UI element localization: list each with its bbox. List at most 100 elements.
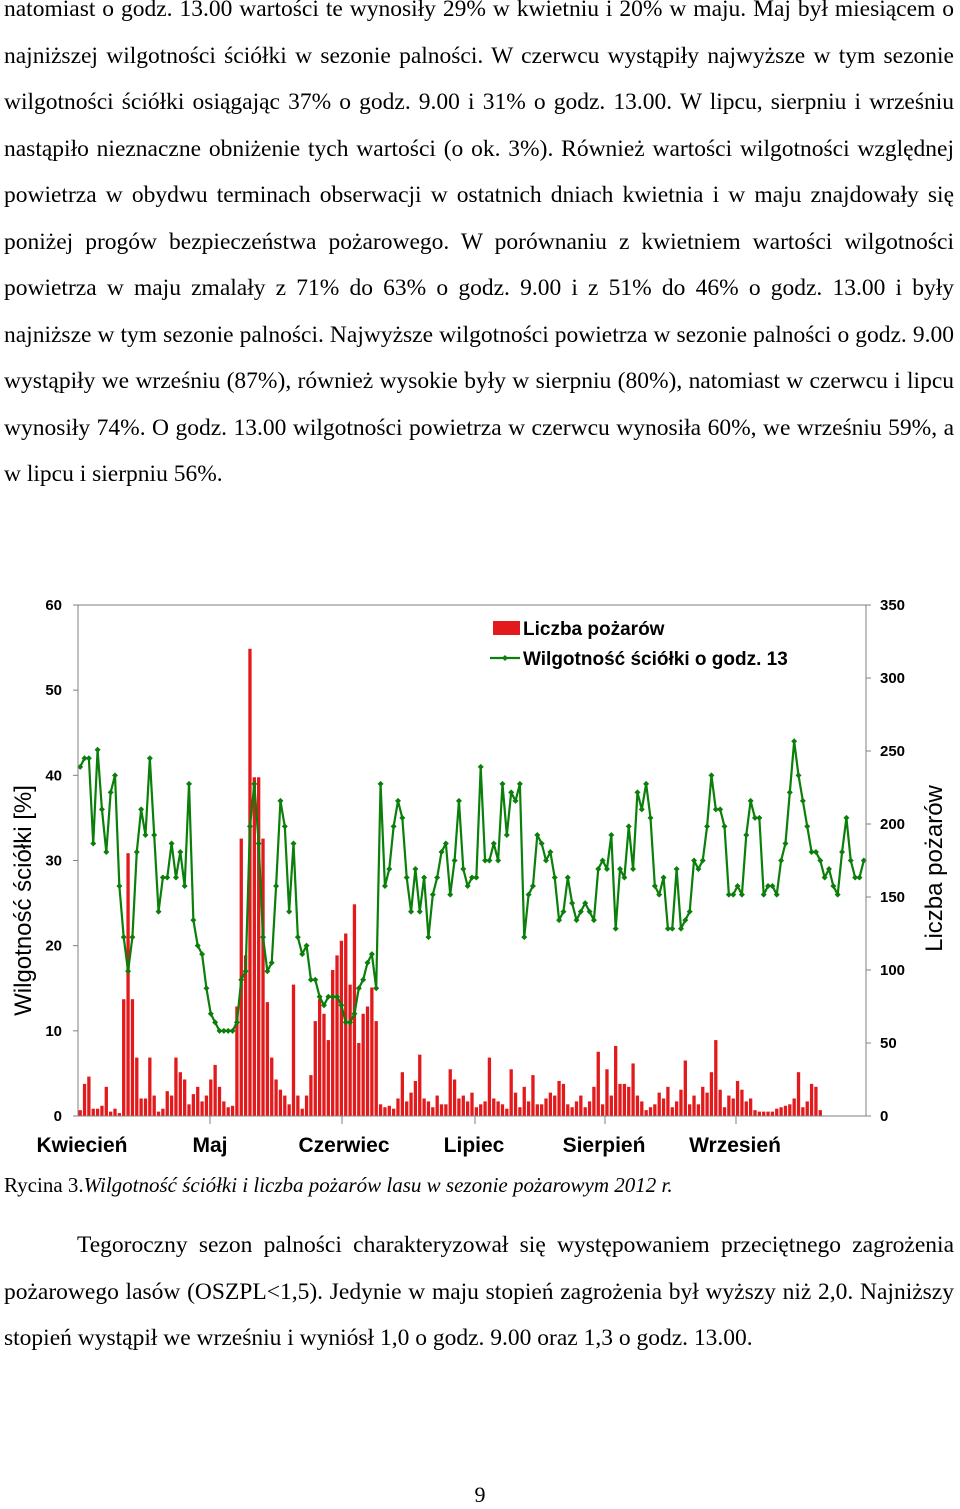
line-point [90, 840, 97, 847]
line-point [125, 968, 132, 975]
bar [496, 1101, 500, 1116]
line-point [355, 985, 362, 992]
bar [361, 1013, 365, 1116]
line-point [686, 908, 693, 915]
line-point [856, 874, 863, 881]
bar [222, 1101, 226, 1116]
line-point [408, 908, 415, 915]
bar [196, 1086, 200, 1116]
bar [561, 1083, 566, 1116]
y-tick-label-right: 100 [880, 962, 905, 979]
line-point [586, 908, 593, 915]
bar [152, 1095, 156, 1116]
line-point [795, 772, 802, 779]
y-axis-label-left: Wilgotność ściółki [%] [10, 785, 37, 1016]
bar [257, 777, 261, 1116]
bar [82, 1083, 87, 1116]
line-point [416, 908, 423, 915]
bar [548, 1092, 553, 1116]
line-point [538, 840, 545, 847]
bar [518, 1107, 522, 1116]
caption-label: Rycina 3. [4, 1173, 84, 1197]
bar [391, 1108, 396, 1116]
line-point [717, 806, 724, 813]
bar [770, 1111, 775, 1116]
line-point [778, 857, 785, 864]
bar [679, 1089, 683, 1116]
bar [209, 1079, 213, 1116]
bar [418, 1054, 422, 1116]
bar [331, 970, 335, 1116]
line-point [112, 772, 119, 779]
bar [109, 1111, 113, 1116]
line-point [499, 780, 506, 787]
line-point [817, 857, 824, 864]
line-point [412, 866, 419, 873]
line-point [142, 831, 149, 838]
line-point [373, 985, 380, 992]
bar [674, 1101, 679, 1116]
bar [509, 1069, 513, 1116]
bar [261, 838, 265, 1116]
bar [657, 1092, 661, 1116]
bar [731, 1098, 735, 1116]
plot-frame [77, 604, 867, 1117]
line-point [181, 883, 188, 890]
line-point [847, 857, 854, 864]
bar [479, 1104, 483, 1116]
line-point [695, 866, 702, 873]
line-point [547, 848, 554, 855]
bar [178, 1072, 182, 1116]
line-point [769, 883, 776, 890]
line-point [860, 857, 867, 864]
line-point [390, 823, 397, 830]
bar [461, 1095, 465, 1116]
line-point [129, 934, 136, 941]
line-point [77, 763, 84, 770]
line-point [220, 1027, 227, 1034]
bar [95, 1108, 100, 1116]
bar [174, 1057, 178, 1116]
line-point [447, 891, 454, 898]
figure-caption: Rycina 3.Wilgotność ściółki i liczba poż… [4, 1170, 673, 1200]
line-point [490, 840, 497, 847]
bar [766, 1111, 770, 1116]
bar [117, 1113, 122, 1116]
bar [326, 1040, 330, 1116]
line-point [808, 848, 815, 855]
bar [439, 1104, 444, 1116]
line-point [316, 993, 323, 1000]
paragraph-bottom: Tegoroczny sezon palności charakteryzowa… [4, 1222, 954, 1362]
bar [444, 1104, 448, 1116]
line-point [386, 866, 393, 873]
line-point [238, 976, 245, 983]
line-point [290, 840, 297, 847]
line-point [155, 908, 162, 915]
line-point [625, 823, 632, 830]
bar [135, 1057, 139, 1116]
bar [487, 1057, 492, 1116]
line-point [116, 883, 123, 890]
x-tick-label: Maj [192, 1134, 227, 1157]
line-point [590, 917, 597, 924]
bar [809, 1083, 814, 1116]
bar [426, 1101, 431, 1116]
bar [505, 1108, 509, 1116]
bar [126, 853, 130, 1116]
line-point [164, 874, 171, 881]
bar [230, 1105, 235, 1116]
line-point [138, 806, 145, 813]
line-point [207, 1010, 214, 1017]
line-point [621, 874, 628, 881]
line-point [673, 866, 680, 873]
line-point [556, 917, 563, 924]
bar [413, 1080, 418, 1116]
line-point [656, 891, 663, 898]
bar [204, 1095, 209, 1116]
bar [313, 1021, 317, 1116]
bar [714, 1040, 718, 1116]
legend-label-bars: Liczba pożarów [523, 619, 665, 640]
line-point [638, 806, 645, 813]
line-point [751, 814, 758, 821]
line-point [159, 874, 166, 881]
